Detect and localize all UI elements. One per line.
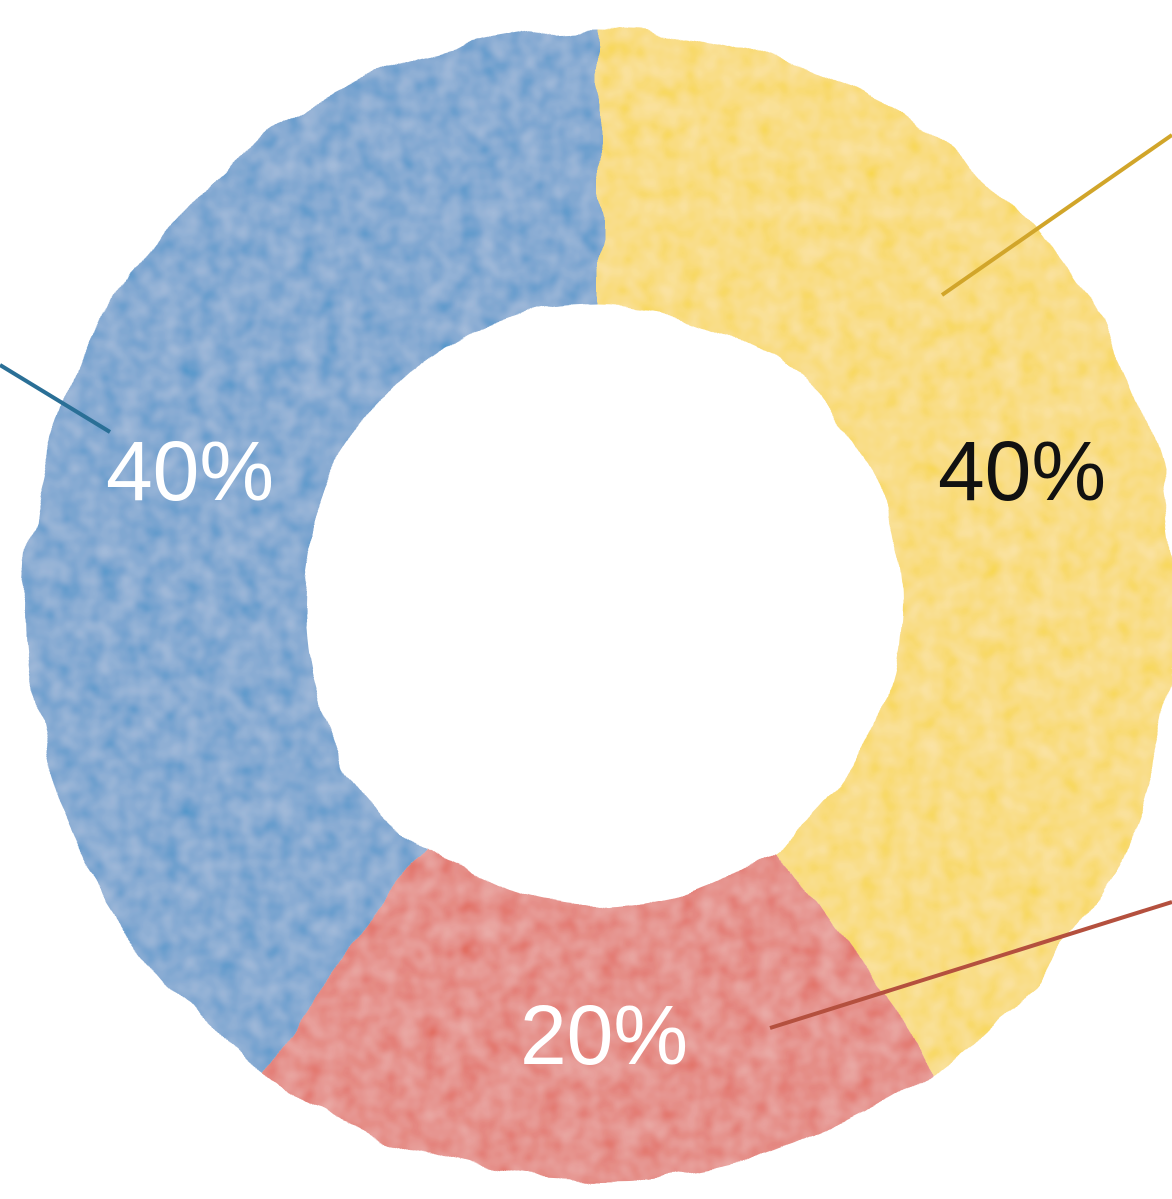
slices-layer: [24, 30, 1172, 1181]
slice-label-0: 40%: [106, 424, 274, 518]
donut-slice-1: [600, 30, 1172, 1071]
labels-layer: 40% 40% 20%: [106, 424, 1106, 1082]
slice-label-2: 20%: [520, 988, 688, 1082]
donut-slice-0: [24, 30, 600, 1071]
slice-label-1: 40%: [938, 424, 1106, 518]
donut-slice-2: [262, 847, 938, 1181]
leader-line-2: [769, 900, 1172, 1030]
leader-line-1: [940, 133, 1172, 297]
leaders-layer: [0, 133, 1172, 1030]
leader-line-0: [0, 363, 112, 434]
